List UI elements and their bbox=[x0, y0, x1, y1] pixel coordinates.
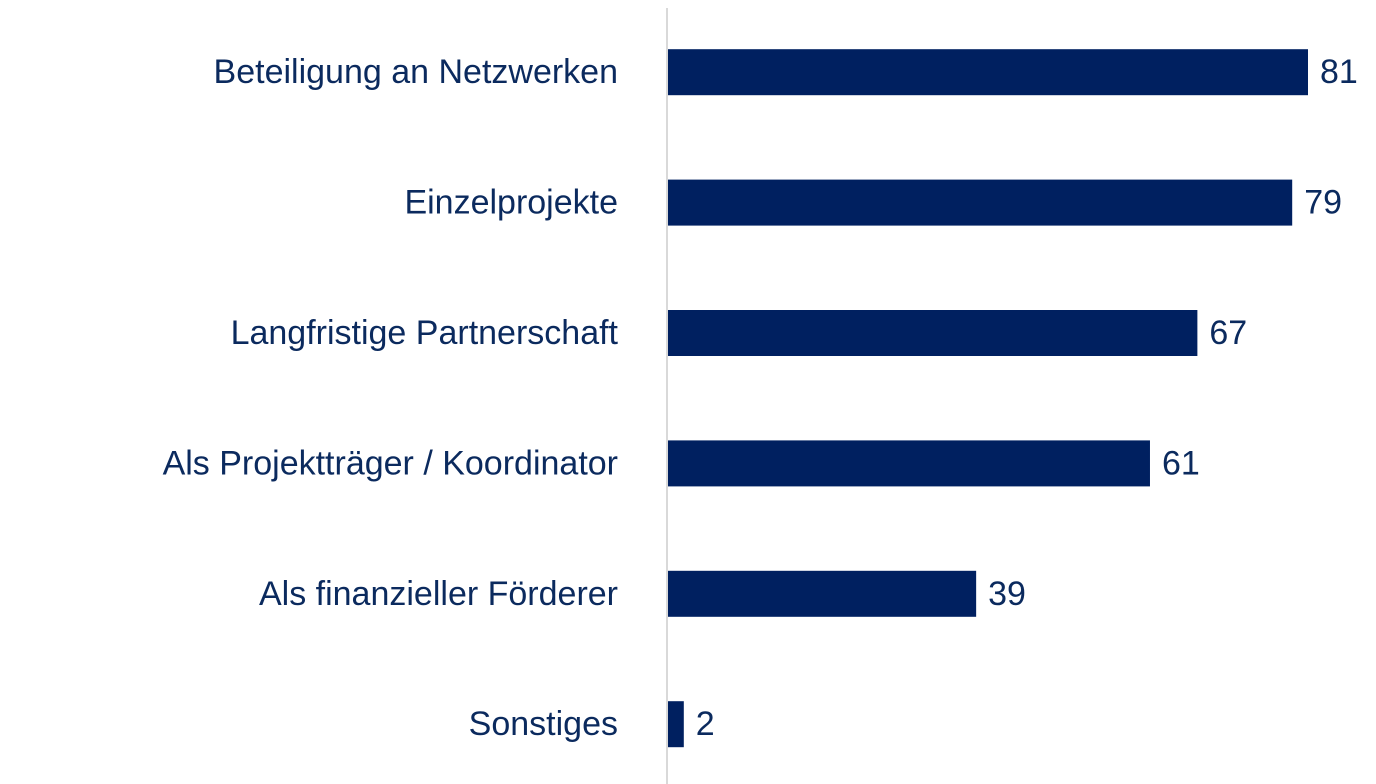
bar bbox=[668, 49, 1308, 96]
category-label: Beteiligung an Netzwerken bbox=[214, 53, 618, 91]
value-label: 61 bbox=[1162, 444, 1200, 482]
bar bbox=[668, 310, 1198, 356]
value-label: 2 bbox=[696, 705, 715, 743]
category-label: Sonstiges bbox=[469, 705, 618, 743]
category-label: Einzelprojekte bbox=[404, 184, 618, 222]
value-label: 39 bbox=[988, 575, 1026, 613]
value-label: 67 bbox=[1209, 314, 1247, 352]
bar bbox=[668, 701, 684, 748]
category-label: Als finanzieller Förderer bbox=[259, 575, 618, 613]
value-label: 79 bbox=[1304, 184, 1342, 222]
bar bbox=[668, 440, 1150, 487]
category-label: Langfristige Partnerschaft bbox=[231, 314, 619, 352]
value-label: 81 bbox=[1320, 53, 1358, 91]
bar bbox=[668, 179, 1293, 226]
bar bbox=[668, 570, 977, 617]
category-label: Als Projektträger / Koordinator bbox=[163, 444, 618, 482]
